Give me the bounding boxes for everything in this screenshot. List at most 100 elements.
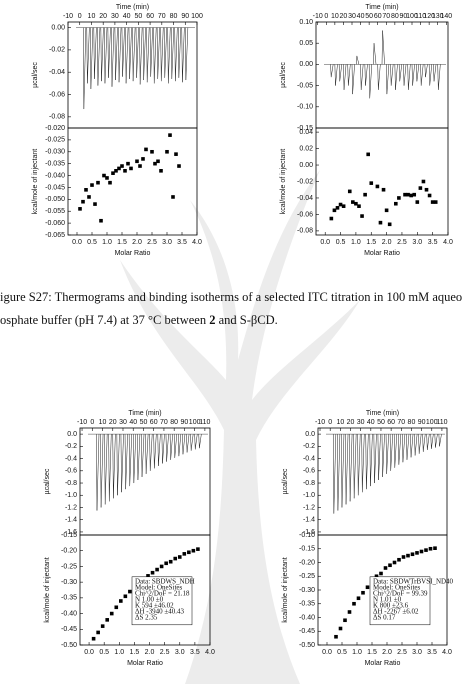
x-axis-title: Molar Ratio bbox=[115, 250, 151, 257]
x-tick-label: 0 bbox=[78, 13, 82, 20]
data-point bbox=[96, 180, 100, 185]
y-tick-label: 0.02 bbox=[299, 145, 313, 152]
injection-peak bbox=[411, 64, 415, 86]
data-point bbox=[78, 207, 82, 211]
injection-peak bbox=[174, 27, 178, 82]
injection-peak bbox=[194, 434, 198, 450]
plot-frame bbox=[315, 21, 449, 129]
data-point bbox=[102, 173, 106, 178]
x-tick-label: -10 bbox=[63, 13, 73, 20]
injection-peak bbox=[438, 434, 442, 447]
data-point bbox=[421, 179, 426, 184]
x-tick-label: 0 bbox=[90, 419, 94, 426]
injection-peak bbox=[369, 434, 373, 487]
data-point bbox=[164, 561, 168, 566]
injection-peak bbox=[114, 27, 118, 81]
data-point bbox=[352, 601, 356, 606]
data-point bbox=[343, 618, 347, 623]
x-tick-label: -10 bbox=[313, 13, 323, 20]
injection-peak bbox=[124, 434, 128, 490]
injection-peak bbox=[426, 434, 430, 451]
injection-peak bbox=[185, 27, 189, 81]
injection-peak bbox=[349, 434, 353, 502]
y-tick-label: -0.02 bbox=[49, 47, 65, 54]
y-tick-label: -0.065 bbox=[45, 232, 65, 239]
injection-peak bbox=[145, 434, 149, 474]
data-point bbox=[100, 624, 105, 628]
injection-peak bbox=[424, 64, 428, 78]
data-point bbox=[406, 192, 410, 197]
data-point bbox=[410, 552, 415, 557]
x-tick-label: 10 bbox=[331, 13, 339, 20]
y-tick-label: -0.45 bbox=[299, 628, 315, 635]
y-tick-label: -1.6 bbox=[303, 529, 315, 536]
injection-peak bbox=[390, 64, 394, 86]
injection-peak bbox=[157, 434, 161, 466]
data-point bbox=[123, 594, 128, 599]
injection-peak bbox=[394, 64, 398, 90]
x-tick-label: 70 bbox=[160, 419, 168, 426]
y-tick-label: -0.40 bbox=[61, 610, 77, 617]
x-tick-label: 20 bbox=[99, 13, 107, 20]
x-tick-label: 4.0 bbox=[192, 239, 202, 246]
y-tick-label: -1.4 bbox=[303, 517, 315, 524]
y-tick-label: -0.10 bbox=[299, 532, 315, 539]
injection-peak bbox=[377, 64, 381, 90]
data-point bbox=[397, 196, 401, 200]
caption-line: igure S27: Thermograms and binding isoth… bbox=[0, 290, 462, 304]
x-tick-label: 140 bbox=[440, 13, 452, 20]
data-point bbox=[412, 192, 417, 197]
y-tick-label: -0.055 bbox=[45, 208, 65, 215]
x-tick-label: 120 bbox=[423, 13, 435, 20]
data-point bbox=[338, 202, 343, 207]
x-tick-label: 60 bbox=[150, 419, 158, 426]
injection-peak bbox=[167, 27, 171, 84]
x-tick-label: 60 bbox=[146, 13, 154, 20]
injection-peak bbox=[361, 434, 365, 493]
x-tick-label: 0 bbox=[328, 419, 332, 426]
x-tick-label: 100 bbox=[406, 13, 418, 20]
y-tick-label: -0.50 bbox=[61, 642, 77, 649]
x-tick-label: 3.5 bbox=[427, 649, 437, 656]
y-tick-label: -0.6 bbox=[65, 468, 77, 475]
x-tick-label: 2.0 bbox=[382, 239, 392, 246]
injection-peak bbox=[332, 434, 337, 514]
data-point bbox=[141, 157, 145, 161]
fit-text: Data: SBDWS_NDH bbox=[135, 577, 195, 585]
y-tick-label: -0.45 bbox=[61, 626, 77, 633]
injection-peak bbox=[177, 27, 182, 78]
injection-peak bbox=[434, 434, 438, 448]
x-tick-label: 30 bbox=[119, 419, 127, 426]
y-tick-label: -0.08 bbox=[297, 228, 313, 235]
y-tick-label: -0.6 bbox=[303, 468, 315, 475]
x-tick-label: 110 bbox=[415, 13, 426, 20]
injection-peak bbox=[153, 434, 157, 469]
y-tick-label: -0.20 bbox=[299, 559, 315, 566]
injection-peak bbox=[334, 64, 338, 86]
data-point bbox=[392, 560, 397, 565]
injection-peak bbox=[100, 27, 104, 82]
injection-peak bbox=[125, 27, 129, 84]
y-tick-label: -0.050 bbox=[45, 196, 65, 203]
injection-peak bbox=[156, 27, 160, 79]
data-point bbox=[120, 164, 124, 168]
data-point bbox=[388, 563, 392, 568]
y-tick-label: -0.8 bbox=[303, 480, 315, 487]
y-tick-label: -0.2 bbox=[65, 443, 77, 450]
x-tick-label: 40 bbox=[367, 419, 375, 426]
y-tick-label: -0.20 bbox=[61, 548, 77, 555]
injection-peak bbox=[107, 27, 111, 78]
x-tick-label: 90 bbox=[181, 419, 189, 426]
x-tick-label: 80 bbox=[170, 13, 178, 20]
y-tick-label: -0.4 bbox=[303, 455, 315, 462]
x-tick-label: 0.0 bbox=[72, 239, 82, 246]
x-axis-title: Time (min) bbox=[365, 4, 398, 11]
x-axis-title: Molar Ratio bbox=[127, 660, 163, 667]
data-point bbox=[383, 566, 388, 570]
x-tick-label: 3.0 bbox=[162, 239, 172, 246]
y-tick-label: 0.05 bbox=[299, 40, 313, 47]
data-point bbox=[401, 555, 406, 559]
injection-peak bbox=[128, 27, 132, 79]
x-tick-label: 2.5 bbox=[397, 649, 407, 656]
data-point bbox=[90, 183, 94, 187]
